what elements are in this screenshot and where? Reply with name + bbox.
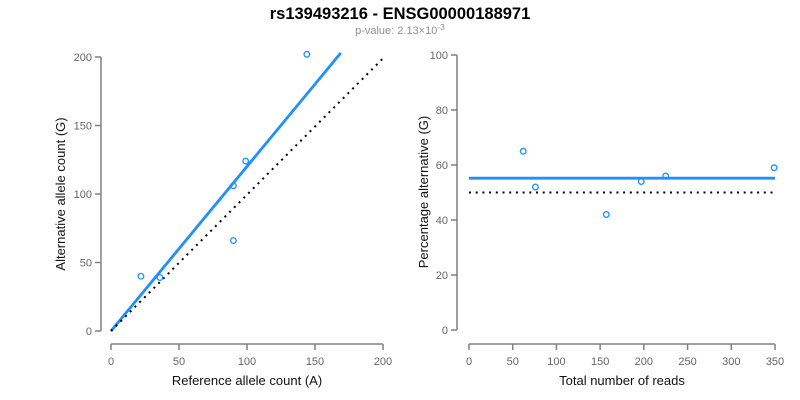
fitted-line [109,51,342,332]
y-tick-label: 40 [436,215,448,227]
x-tick-label: 50 [507,356,519,368]
y-tick-label: 100 [74,189,92,201]
data-point [156,274,164,282]
x-tick-label: 150 [591,356,609,368]
x-tick-label: 200 [635,356,653,368]
data-point [519,147,527,155]
left-y-axis-title: Alternative allele count (G) [53,117,68,270]
identity-line [110,56,386,332]
data-point [662,172,670,180]
data-point [229,237,237,245]
y-tick-label: 100 [430,50,448,62]
figure-title: rs139493216 - ENSG00000188971 [270,5,531,23]
left-x-axis-title: Reference allele count (A) [172,373,322,388]
x-tick-label: 150 [306,356,324,368]
left-scatter-plot: 0 50 100 150 200 0 50 100 150 200 [74,50,392,368]
data-point [637,178,645,185]
x-tick-label: 350 [766,356,784,368]
y-tick-label: 80 [436,105,448,117]
data-point [137,272,145,280]
data-point [531,183,539,191]
figure-subtitle: p-value: 2.13×10-3 [355,22,445,37]
right-y-axis-title: Percentage alternative (G) [416,116,431,268]
y-tick-label: 0 [442,325,448,337]
y-tick-label: 200 [74,52,92,64]
y-tick-label: 0 [86,326,92,338]
x-tick-label: 200 [374,356,392,368]
x-tick-label: 50 [173,356,185,368]
data-point [229,182,237,190]
x-tick-label: 100 [547,356,565,368]
data-point [242,157,250,165]
data-point [602,211,610,218]
y-tick-label: 150 [74,121,92,133]
x-tick-label: 0 [108,356,114,368]
pvalue-text: p-value: 2.13×10 [355,25,437,37]
y-tick-label: 60 [436,160,448,172]
x-tick-label: 300 [722,356,740,368]
x-tick-label: 100 [238,356,256,368]
right-scatter-plot: 0 50 100 150 200 250 300 350 0 20 40 60 80 100 [430,50,785,368]
x-tick-label: 250 [678,356,696,368]
x-tick-label: 0 [466,356,472,368]
data-point [303,50,311,58]
y-tick-label: 20 [436,270,448,282]
right-x-axis-title: Total number of reads [559,373,685,388]
data-point [770,164,778,172]
pvalue-exponent: -3 [437,22,445,32]
y-tick-label: 50 [80,258,92,270]
